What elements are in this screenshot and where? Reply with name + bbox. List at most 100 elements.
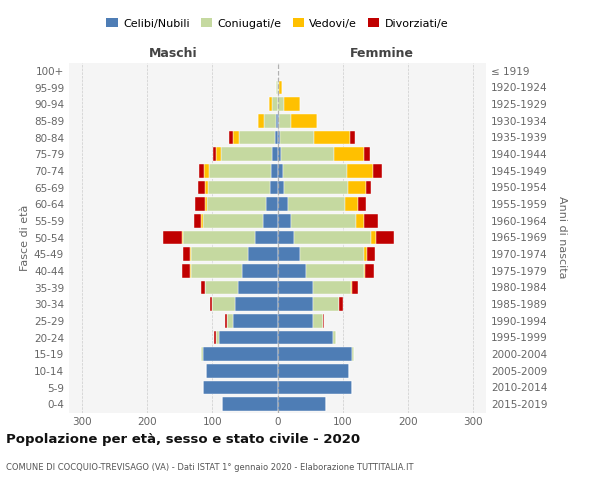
Bar (213, 148, 216, 161)
Bar (277, 280, 313, 294)
Bar (277, 98, 284, 111)
Bar (263, 214, 277, 228)
Text: COMUNE DI COCQUIO-TREVISAGO (VA) - Dati ISTAT 1° gennaio 2020 - Elaborazione TUT: COMUNE DI COCQUIO-TREVISAGO (VA) - Dati … (6, 462, 413, 471)
Bar (182, 264, 190, 278)
Bar (280, 130, 314, 144)
Bar (204, 164, 209, 177)
Bar (277, 398, 326, 411)
Y-axis label: Fasce di età: Fasce di età (20, 204, 30, 270)
Bar (277, 314, 313, 328)
Text: Popolazione per età, sesso e stato civile - 2020: Popolazione per età, sesso e stato civil… (6, 432, 360, 446)
Bar (313, 314, 323, 328)
Bar (301, 248, 364, 261)
Bar (277, 298, 313, 311)
Bar (205, 198, 207, 211)
Bar (313, 280, 351, 294)
Bar (277, 164, 283, 177)
Bar (198, 180, 205, 194)
Bar (191, 264, 242, 278)
Bar (201, 280, 205, 294)
Bar (277, 330, 333, 344)
Bar (226, 314, 227, 328)
Bar (182, 230, 183, 244)
Bar (350, 130, 355, 144)
Bar (222, 398, 277, 411)
Bar (277, 130, 280, 144)
Bar (272, 148, 277, 161)
Bar (347, 164, 373, 177)
Bar (364, 148, 370, 161)
Bar (334, 148, 364, 161)
Bar (203, 380, 277, 394)
Bar (283, 164, 347, 177)
Bar (266, 198, 277, 211)
Bar (199, 164, 204, 177)
Bar (196, 198, 205, 211)
Bar (284, 98, 301, 111)
Bar (279, 114, 290, 128)
Bar (203, 348, 277, 361)
Bar (201, 348, 203, 361)
Bar (215, 330, 219, 344)
Bar (352, 280, 358, 294)
Bar (209, 164, 271, 177)
Bar (290, 114, 317, 128)
Bar (272, 98, 277, 111)
Bar (364, 264, 365, 278)
Bar (277, 214, 290, 228)
Bar (183, 248, 190, 261)
Bar (323, 314, 325, 328)
Bar (191, 248, 248, 261)
Text: Maschi: Maschi (149, 46, 197, 60)
Bar (212, 298, 235, 311)
Bar (229, 130, 233, 144)
Bar (205, 280, 238, 294)
Y-axis label: Anni di nascita: Anni di nascita (557, 196, 567, 278)
Bar (345, 198, 358, 211)
Bar (277, 348, 352, 361)
Bar (277, 380, 352, 394)
Legend: Celibi/Nubili, Coniugati/e, Vedovi/e, Divorziati/e: Celibi/Nubili, Coniugati/e, Vedovi/e, Di… (102, 14, 453, 33)
Bar (227, 314, 233, 328)
Bar (206, 364, 277, 378)
Bar (290, 214, 356, 228)
Bar (276, 80, 277, 94)
Bar (194, 214, 200, 228)
Bar (348, 180, 366, 194)
Bar (271, 164, 277, 177)
Bar (200, 214, 203, 228)
Bar (258, 114, 265, 128)
Bar (277, 198, 288, 211)
Bar (281, 148, 334, 161)
Bar (277, 148, 281, 161)
Bar (205, 180, 208, 194)
Bar (254, 230, 277, 244)
Bar (207, 198, 266, 211)
Bar (340, 298, 343, 311)
Bar (238, 280, 277, 294)
Bar (294, 230, 371, 244)
Bar (358, 198, 366, 211)
Bar (277, 230, 294, 244)
Bar (275, 130, 277, 144)
Bar (313, 298, 340, 311)
Bar (233, 314, 277, 328)
Bar (190, 264, 191, 278)
Bar (214, 330, 215, 344)
Bar (277, 114, 279, 128)
Bar (371, 230, 376, 244)
Bar (373, 164, 382, 177)
Bar (233, 130, 239, 144)
Bar (203, 214, 263, 228)
Bar (333, 330, 336, 344)
Bar (376, 230, 394, 244)
Bar (277, 364, 349, 378)
Bar (248, 248, 277, 261)
Bar (265, 114, 276, 128)
Bar (365, 264, 374, 278)
Bar (190, 248, 191, 261)
Bar (366, 180, 371, 194)
Bar (288, 198, 345, 211)
Bar (235, 298, 277, 311)
Text: Femmine: Femmine (350, 46, 414, 60)
